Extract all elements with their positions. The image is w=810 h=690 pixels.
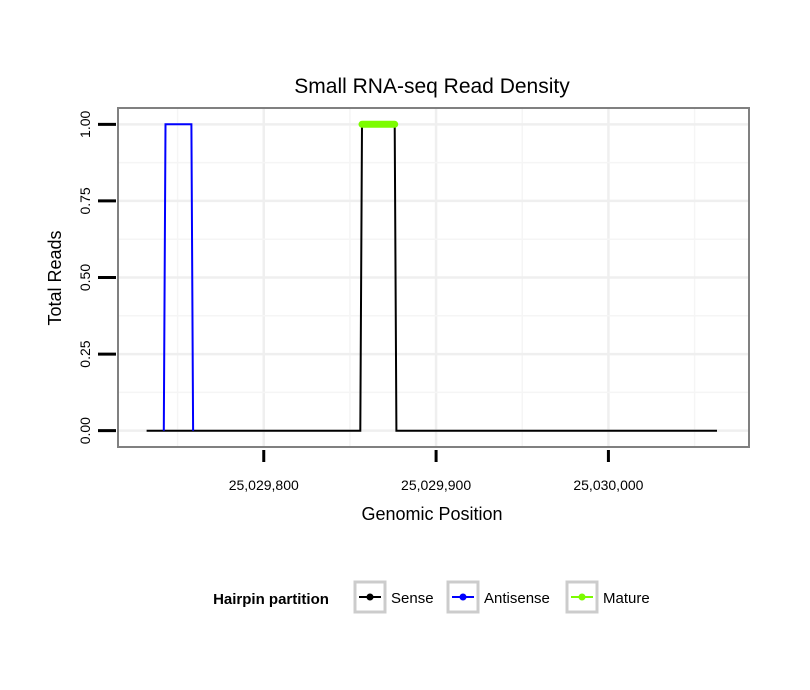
legend-label: Antisense [484, 590, 550, 607]
grid-lines [119, 109, 748, 446]
x-tick-label: 25,029,900 [401, 477, 471, 493]
legend-entry-mature: Mature [565, 580, 650, 614]
axes: 25,029,800 25,029,900 25,030,000 0.00 0.25 0.… [77, 110, 644, 493]
y-tick-label: 0.50 [77, 264, 93, 291]
series-layer [146, 124, 717, 430]
legend-key-point [459, 593, 467, 601]
legend-title: Hairpin partition [213, 591, 329, 608]
x-tick-label: 25,029,800 [229, 477, 299, 493]
legend-keys: Sense Antisense Mature [353, 580, 650, 614]
legend-entry-antisense: Antisense [446, 580, 550, 614]
legend-label: Sense [391, 590, 434, 607]
legend-label: Mature [603, 590, 650, 607]
chart-title: Small RNA-seq Read Density [294, 75, 570, 98]
x-axis-label: Genomic Position [361, 504, 502, 524]
legend-entry-sense: Sense [353, 580, 434, 614]
legend-key-point [366, 593, 374, 601]
y-tick-label: 1.00 [77, 110, 93, 137]
y-tick-label: 0.75 [77, 187, 93, 214]
legend: Hairpin partition Sense Antisense Mature [213, 580, 650, 614]
legend-key-point [578, 593, 586, 601]
y-axis-label: Total Reads [45, 230, 65, 325]
y-tick-label: 0.25 [77, 340, 93, 367]
y-tick-label: 0.00 [77, 417, 93, 444]
x-tick-label: 25,030,000 [573, 477, 643, 493]
plot-panel-border [117, 107, 750, 448]
